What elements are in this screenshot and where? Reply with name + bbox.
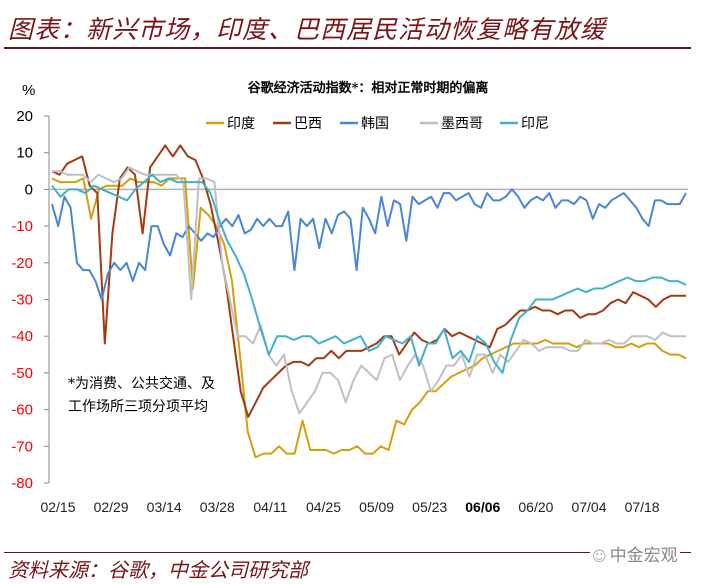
series-line <box>51 173 687 374</box>
y-tick-label: -30 <box>11 292 33 309</box>
x-tick-label: 06/06 <box>465 499 500 515</box>
x-tick-label: 03/14 <box>147 499 182 515</box>
y-tick-label: -60 <box>11 402 33 419</box>
title-divider <box>4 47 691 49</box>
y-tick-label: -20 <box>11 255 33 272</box>
wechat-icon: ☺ <box>592 549 607 565</box>
footer-divider <box>4 552 691 553</box>
x-tick-label: 04/11 <box>253 499 287 515</box>
x-tick-label: 02/15 <box>40 499 75 515</box>
x-tick-label: 05/09 <box>359 499 394 515</box>
x-tick-label: 04/25 <box>306 499 341 515</box>
series-line <box>51 144 686 418</box>
series-line <box>51 188 687 301</box>
data-series <box>51 144 687 459</box>
chart-title: 谷歌经济活动指数*：相对正常时期的偏离 <box>248 80 489 96</box>
chart-legend: 印度 巴西 韩国 墨西哥 印尼 <box>206 116 549 132</box>
y-tick-label: -40 <box>11 328 33 345</box>
series-line <box>52 166 686 415</box>
legend-item: 韩国 <box>361 116 389 132</box>
chart-note-line-2: 工作场所三项分项平均 <box>68 399 208 415</box>
y-tick-label: -80 <box>11 475 33 492</box>
x-tick-label: 05/23 <box>412 499 447 515</box>
y-tick-label: 10 <box>16 145 33 162</box>
y-tick-label: -10 <box>11 218 33 235</box>
x-tick-label: 07/18 <box>625 499 660 515</box>
legend-item: 墨西哥 <box>441 116 483 132</box>
y-tick-label: 20 <box>16 108 33 125</box>
legend-item: 印度 <box>227 116 255 132</box>
y-tick-label: 0 <box>25 181 33 198</box>
x-tick-label: 07/04 <box>571 499 606 515</box>
x-tick-label: 06/20 <box>518 499 553 515</box>
figure-title: 图表：新兴市场，印度、巴西居民活动恢复略有放缓 <box>8 15 607 44</box>
legend-item: 印尼 <box>521 116 549 132</box>
legend-item: 巴西 <box>294 116 322 132</box>
x-tick-label: 02/29 <box>94 499 129 515</box>
chart-note-line-1: *为消费、公共交通、及 <box>68 375 215 392</box>
watermark-text: 中金宏观 <box>609 546 678 566</box>
series-line <box>51 177 687 459</box>
y-tick-label: -50 <box>11 365 33 382</box>
source-note: 资料来源：谷歌，中金公司研究部 <box>8 558 308 582</box>
y-axis: 20 10 0 -10 -20 -30 -40 -50 -60 -70 -80 <box>11 108 688 492</box>
y-axis-unit: % <box>22 82 35 99</box>
watermark: ☺ 中金宏观 <box>590 541 680 566</box>
y-tick-label: -70 <box>11 438 33 455</box>
x-tick-label: 03/28 <box>200 499 235 515</box>
x-axis: 02/15 02/29 03/14 03/28 04/11 04/25 05/09 05/23… <box>40 499 659 515</box>
